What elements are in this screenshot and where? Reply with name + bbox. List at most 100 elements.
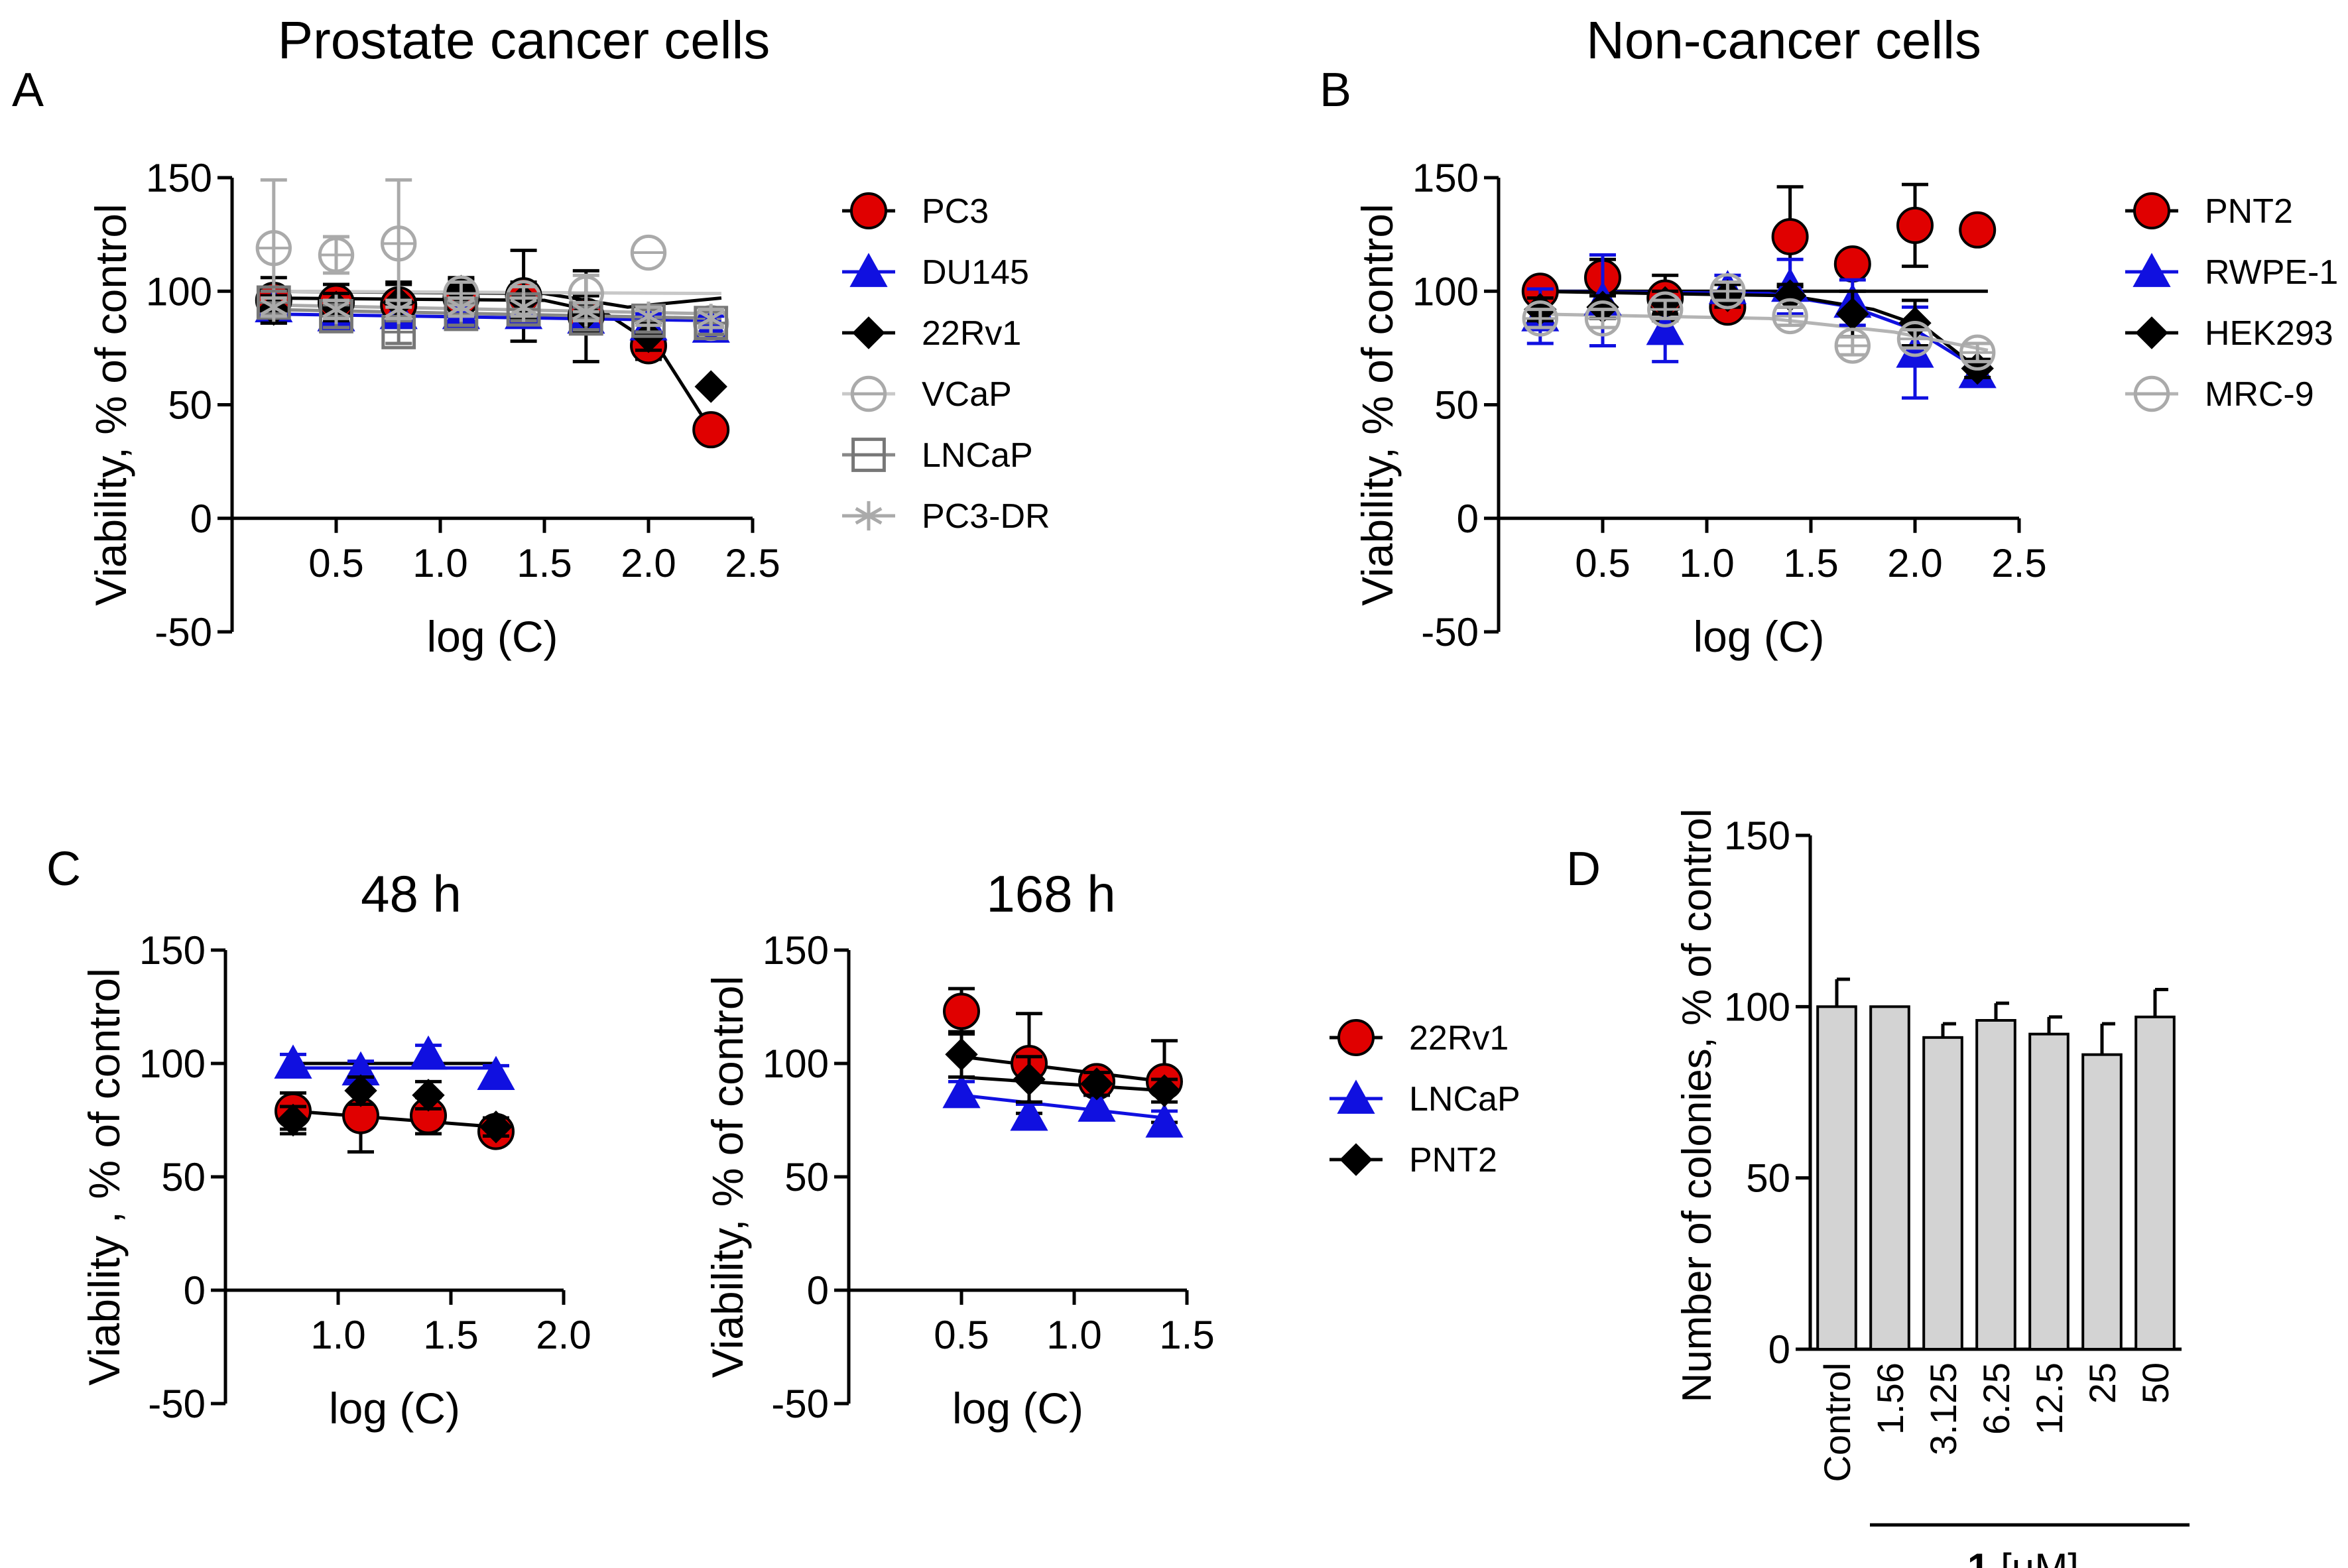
y-tick-label: 100: [1724, 985, 1790, 1029]
bar-3-125: [1922, 1036, 1963, 1351]
series-22rv1: [275, 1077, 515, 1154]
legend-marker-pc3: [850, 192, 887, 229]
x-axis-label: log (C): [952, 1384, 1083, 1433]
point-22rv1-7: [694, 370, 727, 403]
point-pc3-dr-4-stroke-2: [510, 298, 538, 316]
y-tick-label: -50: [1421, 610, 1479, 654]
fit-line-lncap: [961, 1093, 1165, 1120]
y-tick-label: 150: [1412, 156, 1479, 200]
legend-label: MRC-9: [2205, 375, 2314, 414]
legend-label: PNT2: [1409, 1141, 1497, 1179]
legend-entry-pc3-dr: PC3-DR: [842, 497, 1050, 536]
legend-marker-hek293: [2135, 316, 2168, 349]
point-rwpe-1-6: [1896, 333, 1934, 368]
bar-50: [2134, 1015, 2176, 1351]
bar-6-25: [1975, 1019, 2016, 1351]
point-pnt2-2: [1080, 1067, 1113, 1101]
y-axis-label: Viability, % of control: [1353, 204, 1402, 606]
y-tick-label: 50: [784, 1155, 829, 1199]
y-tick-label: -50: [771, 1382, 829, 1426]
point-mrc-9-7: [1959, 334, 1996, 371]
y-axis-label: Number of colonies, % of control: [1674, 809, 1720, 1403]
point-mrc-9-4: [1772, 298, 1808, 335]
point-mrc-9-1: [1584, 300, 1621, 337]
point-pnt2-1: [1013, 1063, 1046, 1096]
panel-letter-b: B: [1320, 64, 1351, 117]
legend-entry-pc3: PC3: [842, 192, 989, 231]
point-lncap-1: [1010, 1097, 1048, 1131]
y-tick-label: 50: [168, 383, 212, 428]
legend-label: HEK293: [2205, 314, 2333, 353]
point-pc3-dr-6: [635, 301, 662, 332]
x-tick-label-1-56: 1.56: [1869, 1362, 1911, 1435]
legend-label: DU145: [922, 253, 1029, 292]
x-tick-label: 0.5: [308, 541, 363, 585]
legend-marker-lncap: [851, 438, 886, 472]
x-tick-label-6-25: 6.25: [1975, 1362, 2017, 1435]
point-mrc-9-6: [1896, 320, 1934, 357]
x-tick-label: 1.0: [1679, 541, 1734, 585]
series-pnt2: [945, 1030, 1181, 1107]
point-vcap-1: [318, 237, 355, 273]
point-lncap-0: [274, 1044, 312, 1079]
point-pc3-dr-1-stroke-2: [322, 300, 350, 318]
chart-title: 168 h: [986, 865, 1115, 923]
heading-noncancer: Non-cancer cells: [1586, 11, 1981, 70]
x-tick-label: 2.0: [621, 541, 676, 585]
legend-marker-lncap: [1337, 1079, 1375, 1114]
y-tick-label: 100: [139, 1042, 206, 1086]
x-tick-label: 1.5: [1159, 1313, 1214, 1357]
group-label-bold: 1: [1967, 1545, 2001, 1568]
legend-label: RWPE-1: [2205, 253, 2338, 292]
point-pc3-dr-0: [260, 292, 288, 322]
point-pnt2-4: [1771, 218, 1809, 256]
point-mrc-9-0: [1522, 300, 1559, 337]
point-pnt2-3: [1148, 1074, 1181, 1107]
y-tick-label: 100: [763, 1042, 829, 1086]
point-pc3-dr-2: [385, 294, 412, 324]
point-hek293-1: [1586, 290, 1619, 324]
fit-line-22rv1: [292, 1109, 497, 1129]
x-axis-label: log (C): [1693, 612, 1824, 661]
point-pc3-7: [692, 411, 730, 449]
legend-entry-mrc-9: MRC-9: [2125, 375, 2314, 414]
y-tick-label: 0: [1768, 1327, 1790, 1372]
legend-label: PNT2: [2205, 192, 2293, 231]
point-rwpe-1-2: [1646, 310, 1684, 345]
point-hek293-4: [1773, 279, 1807, 312]
point-vcap-2: [381, 225, 417, 262]
point-mrc-9-2: [1647, 291, 1684, 328]
point-lncap-3: [477, 1055, 515, 1090]
fit-line-22rv1: [961, 1055, 1165, 1083]
point-pc3-dr-5-stroke-2: [572, 302, 600, 321]
series-pc3-dr: [260, 292, 725, 333]
legend-label: LNCaP: [922, 436, 1033, 475]
point-mrc-9-5: [1834, 328, 1871, 364]
y-tick-label: 150: [139, 928, 206, 973]
point-pc3-dr-7-stroke-2: [697, 310, 725, 328]
x-tick-label-control: Control: [1816, 1362, 1858, 1482]
chart-panel-c-48h: -50 0 50 100 150 1.0 1.5 2.0 log (C) Viability , …: [80, 865, 591, 1433]
fit-line-pnt2: [961, 1075, 1165, 1093]
point-pc3-dr-7: [697, 304, 725, 333]
x-tick-label-12-5: 12.5: [2028, 1362, 2070, 1435]
point-lncap-0: [942, 1073, 981, 1109]
legend-marker-22rv1: [852, 316, 885, 349]
legend-marker-pc3-dr-stroke-2: [855, 507, 883, 525]
y-tick-label: 0: [184, 1268, 206, 1313]
point-pnt2-7: [1959, 211, 1997, 249]
point-hek293-5: [1836, 297, 1869, 331]
series-lncap: [942, 1073, 1184, 1138]
legend-marker-rwpe-1: [2132, 253, 2171, 287]
y-tick-label: 150: [763, 928, 829, 973]
x-tick-label-50: 50: [2134, 1362, 2176, 1404]
heading-prostate: Prostate cancer cells: [278, 11, 771, 70]
point-lncap-2: [1078, 1087, 1116, 1122]
legend-entry-pnt2: PNT2: [1329, 1141, 1497, 1179]
point-pc3-dr-5: [572, 296, 600, 327]
y-tick-label: -50: [148, 1382, 206, 1426]
legend-label: 22Rv1: [922, 314, 1021, 353]
point-pc3-dr-3: [447, 292, 475, 322]
